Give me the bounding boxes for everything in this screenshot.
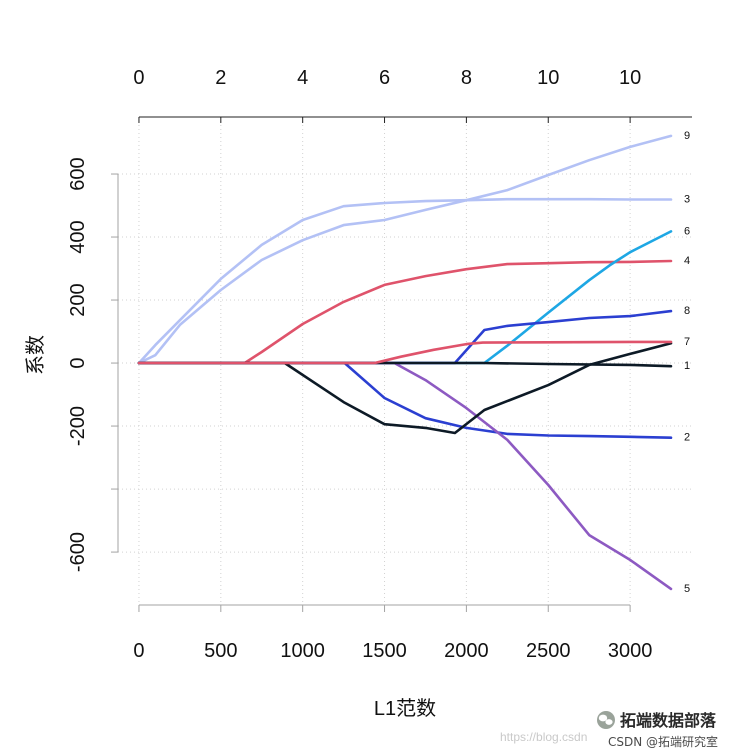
coefficient-path-4 (137, 259, 673, 365)
coefficient-path-label: 1 (684, 360, 690, 372)
top-axis-tick-label: 2 (215, 67, 226, 89)
y-tick-label: 600 (67, 157, 89, 190)
coefficient-path-label: 2 (684, 432, 690, 444)
watermark-csdn-credit: CSDN @拓端研究室 (608, 734, 718, 749)
watermark: https://blog.csdn 拓端数据部落 CSDN @拓端研究室 (500, 711, 719, 750)
coefficient-path-label: 4 (684, 255, 690, 267)
watermark-account-name: 拓端数据部落 (620, 711, 717, 730)
coefficient-path-6 (137, 230, 673, 365)
coefficient-path-9 (137, 134, 673, 365)
top-axis-tick-label: 4 (297, 67, 308, 89)
coefficient-path-5 (137, 361, 673, 591)
y-tick-label: -600 (67, 532, 89, 572)
coefficient-path-label: 3 (684, 194, 690, 206)
x-tick-label: 500 (204, 640, 237, 662)
coefficient-path-label: 5 (684, 583, 690, 595)
watermark-url: https://blog.csdn (500, 730, 587, 744)
coefficient-path-label: 9 (684, 130, 690, 142)
y-tick-label: 0 (67, 357, 89, 368)
coefficient-path-3 (137, 197, 673, 365)
y-tick-label: 400 (67, 220, 89, 253)
x-tick-label: 2500 (526, 640, 571, 662)
y-tick-label: -200 (67, 406, 89, 446)
y-axis-title: 系数 (24, 335, 47, 375)
x-tick-label: 1000 (280, 640, 325, 662)
x-tick-label: 2000 (444, 640, 489, 662)
top-axis-tick-label: 8 (461, 67, 472, 89)
coefficient-path-unlabeled (137, 341, 673, 435)
x-tick-label: 1500 (362, 640, 407, 662)
coefficient-path-label: 7 (684, 336, 690, 348)
wechat-icon (597, 711, 615, 729)
coefficient-path-7 (137, 340, 673, 365)
x-tick-label: 0 (133, 640, 144, 662)
coefficient-paths (137, 134, 673, 591)
coefficient-path-label: 6 (684, 225, 690, 237)
y-tick-label: 200 (67, 283, 89, 316)
x-axis-title: L1范数 (374, 697, 436, 720)
coefficient-path-8 (137, 309, 673, 365)
top-axis-tick-label: 10 (619, 67, 641, 89)
top-axis-tick-label: 0 (133, 67, 144, 89)
top-axis-tick-label: 10 (537, 67, 559, 89)
top-axis-tick-label: 6 (379, 67, 390, 89)
coefficient-path-label: 8 (684, 305, 690, 317)
axes (111, 116, 692, 612)
coefficient-path-2 (137, 361, 673, 439)
x-tick-label: 3000 (608, 640, 653, 662)
